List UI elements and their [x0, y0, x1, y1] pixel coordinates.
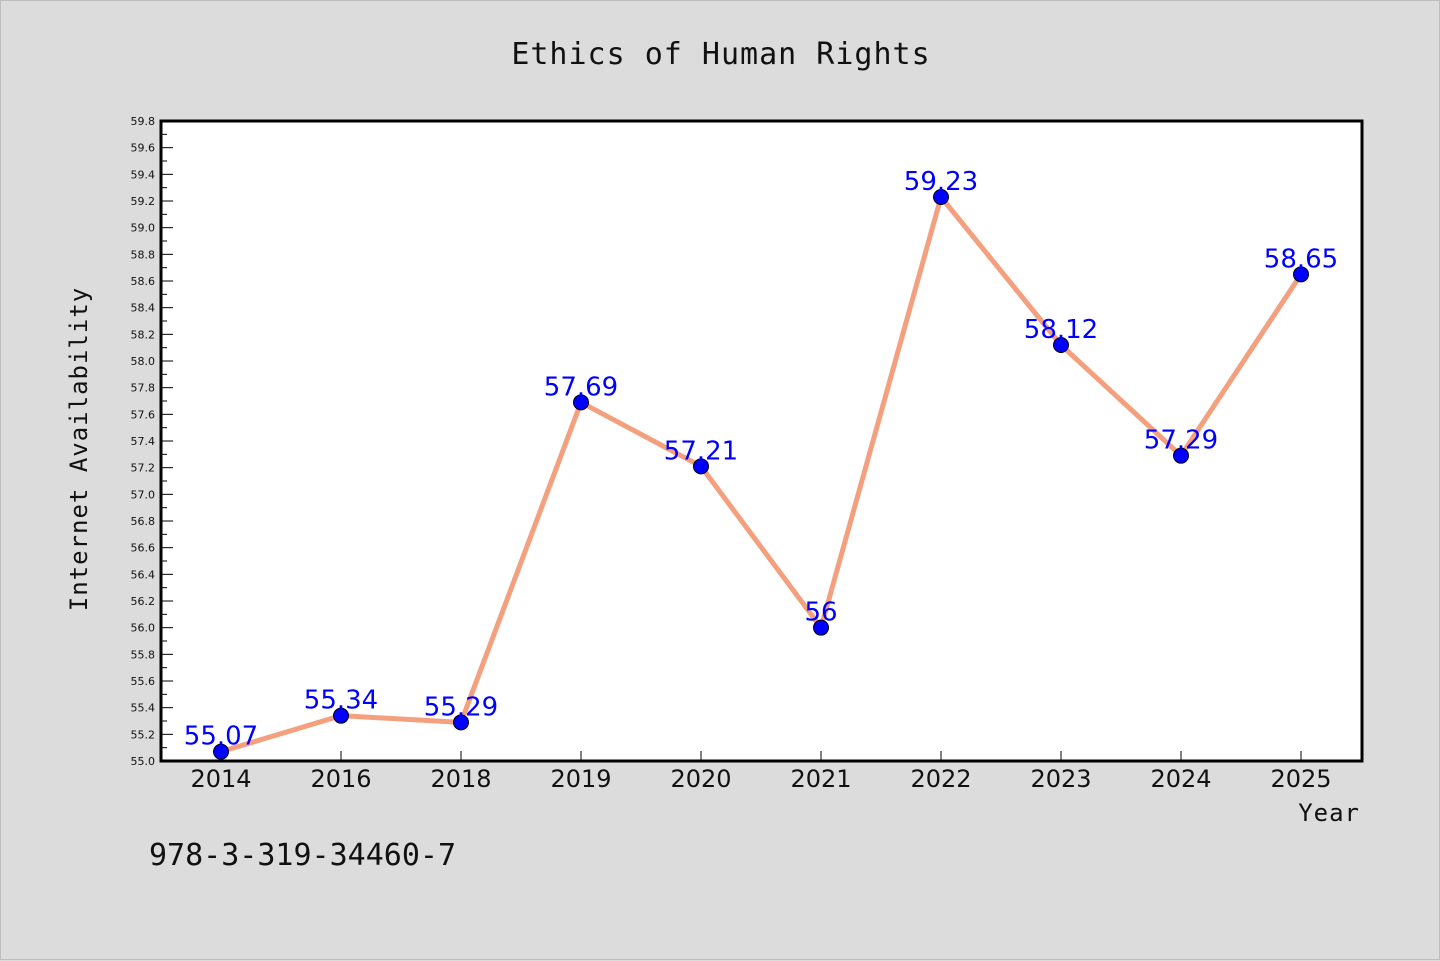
y-tick-label: 55.8: [131, 648, 156, 661]
y-tick-label: 57.0: [131, 488, 156, 501]
data-point: [933, 189, 949, 205]
data-label: 55.29: [424, 692, 498, 722]
data-point: [213, 743, 229, 760]
data-label: 57.29: [1144, 426, 1218, 456]
y-tick-label: 57.6: [131, 408, 156, 421]
y-tick-label: 55.6: [131, 675, 156, 688]
y-tick-label: 56.4: [131, 568, 156, 581]
y-tick-label: 59.2: [131, 195, 156, 208]
y-tick-label: 59.6: [131, 142, 156, 155]
y-tick-label: 58.8: [131, 248, 156, 261]
x-axis-title: Year: [1298, 799, 1360, 827]
data-point: [1173, 447, 1189, 464]
chart-title: Ethics of Human Rights: [511, 37, 930, 72]
data-label-group: 55.07 55.34 55.29 57.69 57.21 56 59.23 58.12 57.…: [184, 167, 1338, 752]
y-axis: 55.0 55.2 55.4 55.6 55.8 56.0 56.2 56.4 56.6 56.8…: [131, 115, 173, 768]
y-tick-label: 55.4: [131, 702, 156, 715]
y-tick-label: 58.6: [131, 275, 156, 288]
data-point: [453, 714, 469, 731]
y-tick-label: 56.6: [131, 542, 156, 555]
y-tick-label: 58.0: [131, 355, 156, 368]
x-tick-label: 2022: [910, 765, 971, 793]
y-tick-label: 57.8: [131, 382, 156, 395]
data-point: [1293, 266, 1309, 283]
y-tick-label: 57.2: [131, 462, 156, 475]
y-tick-label: 56.8: [131, 515, 156, 528]
y-tick-label: 58.4: [131, 302, 156, 315]
x-axis: 2014 2016 2018 2019 2020 2021 2022 2023 2024 2025: [190, 751, 1332, 793]
x-tick-label: 2020: [670, 765, 731, 793]
data-label: 59.23: [904, 167, 978, 197]
data-label: 57.69: [544, 372, 618, 402]
data-label: 58.12: [1024, 315, 1098, 345]
marker-group: [213, 189, 1309, 760]
data-label: 57.21: [664, 436, 738, 466]
x-tick-label: 2019: [550, 765, 611, 793]
data-point: [1053, 337, 1069, 353]
y-axis-title: Internet Availability: [65, 287, 93, 611]
data-point: [573, 394, 589, 411]
x-tick-label: 2016: [310, 765, 371, 793]
y-tick-label: 59.0: [131, 222, 156, 235]
y-tick-label: 55.0: [131, 755, 156, 768]
data-point: [693, 458, 709, 475]
series-line: [220, 194, 1304, 755]
isbn-annotation: 978-3-319-34460-7: [149, 838, 456, 873]
data-label: 55.34: [304, 686, 378, 716]
y-tick-label: 59.4: [131, 168, 156, 181]
data-label: 55.07: [184, 722, 258, 752]
y-tick-label: 56.0: [131, 622, 156, 635]
y-tick-label: 58.2: [131, 328, 156, 341]
x-tick-label: 2024: [1150, 765, 1211, 793]
data-label: 56: [804, 598, 837, 628]
x-tick-label: 2021: [790, 765, 851, 793]
series-line-group: [220, 194, 1304, 755]
y-tick-label: 57.4: [131, 435, 156, 448]
x-tick-label: 2025: [1270, 765, 1331, 793]
y-tick-label: 55.2: [131, 728, 156, 741]
x-tick-label: 2018: [430, 765, 491, 793]
data-point: [813, 619, 829, 636]
data-label: 58.65: [1264, 244, 1338, 274]
y-tick-label: 56.2: [131, 595, 156, 608]
x-tick-label: 2023: [1030, 765, 1091, 793]
y-tick-label: 59.8: [131, 115, 156, 128]
data-point: [333, 707, 349, 724]
x-tick-label: 2014: [190, 765, 251, 793]
